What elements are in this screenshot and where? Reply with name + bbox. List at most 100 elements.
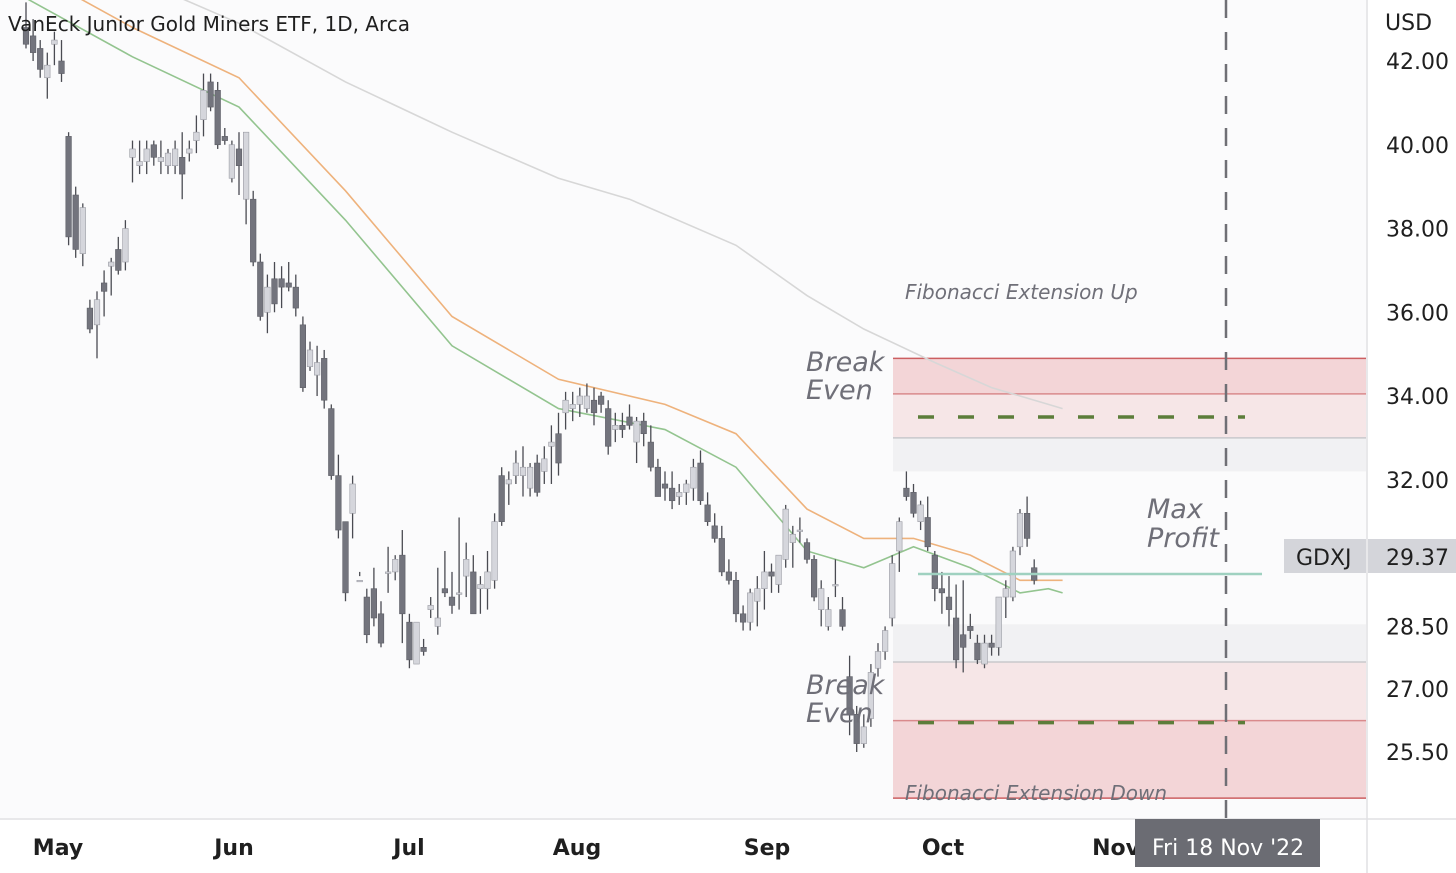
candle <box>1002 580 1009 618</box>
candle-body <box>86 307 93 330</box>
candle <box>37 40 44 78</box>
candle <box>299 316 307 392</box>
candle-body <box>562 399 569 414</box>
candle-body <box>633 420 640 443</box>
candle-body <box>732 579 740 615</box>
candle-body <box>463 559 470 577</box>
candle <box>448 571 456 614</box>
candle-body <box>761 571 768 589</box>
candle <box>108 257 115 296</box>
candle-body <box>931 554 938 589</box>
candle-body <box>470 571 477 615</box>
candle <box>860 714 867 748</box>
candle <box>732 571 740 623</box>
candle <box>1016 509 1024 556</box>
candle <box>789 525 796 568</box>
time-tick-label: Nov <box>1092 836 1141 861</box>
candle-body <box>839 609 846 627</box>
candle <box>498 467 505 526</box>
candle-body <box>924 517 931 548</box>
candle-body <box>363 596 370 636</box>
candle <box>136 140 143 175</box>
time-tick-label: Oct <box>922 836 965 861</box>
candle <box>825 597 832 631</box>
symbol-badge-text: GDXJ <box>1296 546 1352 571</box>
candle <box>29 19 37 61</box>
candle-body <box>164 152 172 166</box>
candle <box>945 576 953 627</box>
candle-body <box>541 458 548 472</box>
candle-body <box>619 425 626 430</box>
candle <box>626 404 633 430</box>
candle-body <box>640 420 647 435</box>
candle-body <box>306 349 314 368</box>
candle <box>534 454 541 497</box>
candle <box>406 613 413 669</box>
candle <box>58 40 65 82</box>
candle-body <box>441 588 449 594</box>
candle-body <box>519 466 527 476</box>
candle <box>562 391 569 430</box>
candle-body <box>747 592 754 623</box>
candle-body <box>583 395 590 409</box>
break-even-upper-label-line2: Even <box>806 375 873 406</box>
last-price-badge: GDXJ 29.37 <box>1284 539 1456 573</box>
candle <box>384 546 392 593</box>
candle-body <box>356 579 363 583</box>
fibonacci-zones <box>893 357 1366 799</box>
candle <box>129 140 136 183</box>
candle-body <box>903 487 910 497</box>
candle <box>668 471 676 510</box>
crosshair-date-badge: Fri 18 Nov '22 <box>1135 819 1320 867</box>
candle-body <box>796 529 803 532</box>
candle <box>683 479 690 505</box>
candle-body <box>455 592 463 595</box>
candle <box>839 597 846 631</box>
candle-body <box>711 525 718 539</box>
candle-body <box>945 596 953 610</box>
candle-body <box>299 324 307 388</box>
candle-body <box>93 299 101 326</box>
zone-lower_red <box>893 720 1366 799</box>
price-tick-label: 42.00 <box>1386 50 1449 75</box>
candle-body <box>136 161 143 166</box>
candle <box>754 576 761 627</box>
candle <box>228 140 236 183</box>
candle-body <box>235 148 243 166</box>
candle-body <box>697 462 704 502</box>
candle-body <box>739 613 747 623</box>
candle <box>775 554 782 593</box>
price-badge-bg <box>1368 539 1456 573</box>
candle <box>938 571 945 614</box>
candle <box>1024 496 1031 547</box>
candle <box>526 463 534 497</box>
candle-body <box>271 278 278 305</box>
candle <box>413 621 420 665</box>
candle-body <box>370 588 378 619</box>
candle-body <box>285 282 292 288</box>
price-axis-currency: USD <box>1385 11 1432 36</box>
candle-body <box>122 228 129 263</box>
candle-body <box>789 533 796 543</box>
candle <box>512 450 519 484</box>
time-axis[interactable]: May Jun Jul Aug Sep Oct Nov <box>33 836 1141 861</box>
candle <box>257 253 264 321</box>
candle <box>86 299 93 334</box>
candle <box>179 132 186 200</box>
candle-body <box>853 714 860 744</box>
candle-body <box>782 508 789 560</box>
candle <box>477 576 484 614</box>
candle <box>321 349 328 409</box>
candle <box>988 634 995 656</box>
chart-title: VanEck Junior Gold Miners ETF, 1D, Arca <box>8 12 410 36</box>
candle-body <box>938 588 945 594</box>
candle <box>995 596 1002 656</box>
candle-body <box>420 647 427 652</box>
break-even-lower-label-line1: Break <box>806 670 886 701</box>
candle-body <box>214 90 221 146</box>
price-tick-label: 34.00 <box>1386 385 1449 410</box>
moving-averages <box>27 0 1063 594</box>
price-tick-label: 36.00 <box>1386 301 1449 326</box>
price-tick-label: 27.00 <box>1386 678 1449 703</box>
